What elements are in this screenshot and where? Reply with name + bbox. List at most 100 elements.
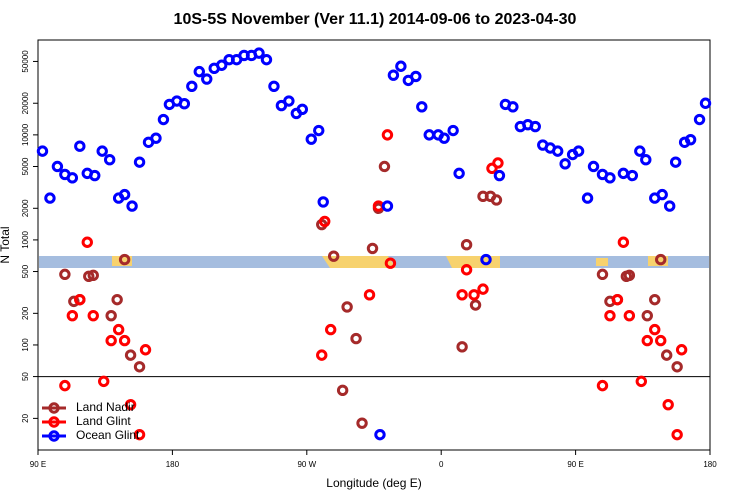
point bbox=[456, 289, 468, 301]
point bbox=[604, 309, 616, 322]
point bbox=[133, 156, 146, 168]
point bbox=[178, 98, 191, 110]
point bbox=[98, 375, 110, 388]
point bbox=[660, 349, 673, 361]
point bbox=[313, 124, 325, 137]
point bbox=[327, 250, 340, 262]
legend-label: Ocean Glint bbox=[76, 428, 140, 442]
point bbox=[490, 194, 503, 206]
point bbox=[66, 309, 79, 322]
point bbox=[684, 133, 697, 146]
point bbox=[649, 323, 661, 336]
point bbox=[133, 361, 146, 373]
x-tick-label: 180 bbox=[166, 460, 180, 469]
point bbox=[635, 375, 648, 388]
point bbox=[416, 101, 428, 113]
y-tick-label: 20 bbox=[21, 413, 30, 422]
x-tick-label: 90 E bbox=[567, 460, 583, 469]
point bbox=[105, 309, 117, 322]
point bbox=[460, 264, 473, 276]
point bbox=[656, 188, 668, 201]
point bbox=[572, 145, 585, 157]
point bbox=[186, 80, 198, 92]
point bbox=[118, 253, 131, 266]
point bbox=[157, 113, 170, 126]
y-tick-label: 20000 bbox=[21, 92, 30, 115]
point bbox=[387, 69, 400, 81]
point bbox=[480, 253, 492, 266]
y-tick-label: 50000 bbox=[21, 50, 30, 73]
point bbox=[669, 156, 682, 168]
point bbox=[74, 140, 86, 152]
y-tick-label: 100 bbox=[21, 338, 30, 352]
legend-marker bbox=[48, 416, 60, 428]
point bbox=[456, 341, 468, 353]
point bbox=[423, 129, 435, 141]
point bbox=[626, 169, 639, 182]
y-axis-label: N Total bbox=[0, 226, 12, 263]
point bbox=[193, 65, 205, 78]
point bbox=[617, 236, 630, 248]
point bbox=[663, 200, 676, 212]
y-tick-label: 50 bbox=[21, 372, 30, 381]
point bbox=[87, 269, 99, 282]
point bbox=[655, 334, 667, 347]
point bbox=[374, 428, 386, 441]
point bbox=[447, 124, 459, 137]
point bbox=[641, 309, 653, 322]
point bbox=[111, 293, 123, 306]
point bbox=[623, 309, 636, 322]
point bbox=[59, 379, 71, 392]
point bbox=[118, 334, 131, 347]
point bbox=[118, 188, 131, 201]
plot-frame bbox=[37, 39, 711, 451]
x-tick-label: 180 bbox=[703, 460, 717, 469]
point bbox=[350, 332, 362, 345]
point bbox=[89, 169, 101, 182]
point bbox=[36, 145, 49, 157]
point bbox=[378, 160, 391, 173]
point bbox=[336, 384, 349, 397]
point bbox=[74, 293, 86, 306]
point bbox=[139, 344, 152, 356]
point bbox=[587, 160, 600, 173]
point bbox=[492, 157, 504, 169]
point bbox=[671, 428, 683, 441]
y-tick-label: 1000 bbox=[21, 230, 30, 248]
x-axis-label: Longitude (deg E) bbox=[326, 476, 421, 490]
point bbox=[366, 242, 379, 255]
point bbox=[596, 268, 609, 281]
point bbox=[260, 53, 273, 66]
point bbox=[477, 283, 489, 295]
point bbox=[468, 289, 480, 301]
point bbox=[296, 103, 309, 116]
point bbox=[611, 293, 624, 306]
point bbox=[105, 334, 117, 347]
y-tick-label: 500 bbox=[21, 264, 30, 278]
point bbox=[623, 269, 636, 282]
point bbox=[469, 299, 482, 311]
point bbox=[201, 73, 213, 85]
y-tick-label: 10000 bbox=[21, 123, 30, 146]
point bbox=[507, 101, 519, 113]
point bbox=[655, 253, 667, 266]
map-strip bbox=[39, 256, 709, 268]
point bbox=[381, 200, 394, 212]
point bbox=[305, 133, 317, 145]
point bbox=[103, 154, 116, 166]
point bbox=[493, 169, 506, 182]
point bbox=[581, 192, 594, 204]
point bbox=[529, 120, 541, 133]
point bbox=[283, 95, 295, 107]
point bbox=[96, 145, 108, 157]
x-tick-label: 90 E bbox=[30, 460, 46, 469]
point bbox=[634, 145, 646, 157]
point bbox=[324, 323, 337, 336]
point bbox=[551, 145, 564, 157]
point bbox=[319, 215, 331, 228]
point bbox=[372, 200, 385, 212]
point bbox=[662, 398, 674, 411]
point bbox=[604, 172, 616, 184]
point bbox=[341, 301, 353, 313]
